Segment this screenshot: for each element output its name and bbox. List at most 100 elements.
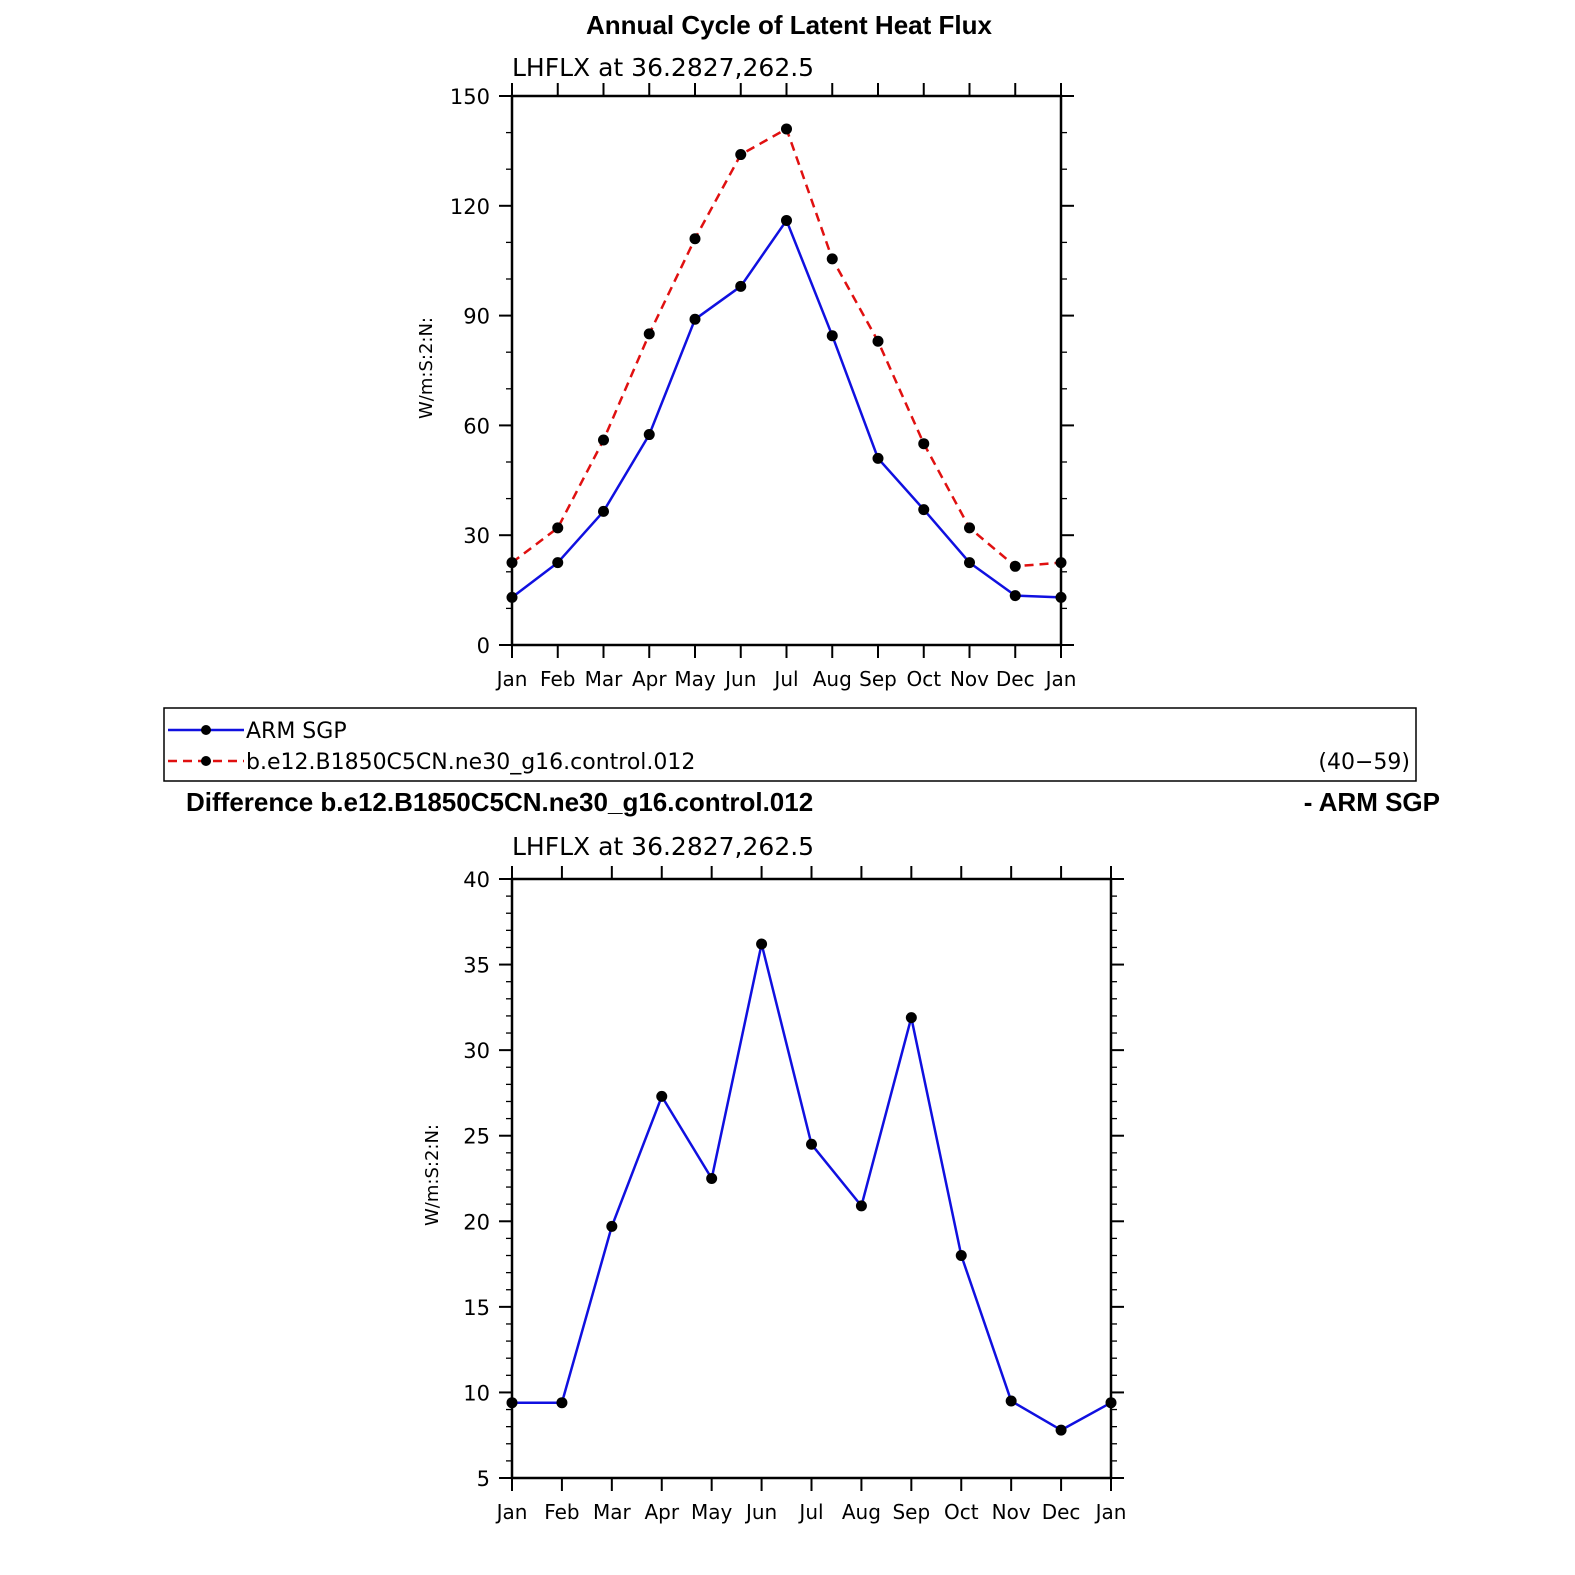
chart2-xtick-label: Sep [892, 1500, 930, 1524]
chart2-series-0-point [855, 1200, 867, 1212]
chart1-series-1-point [918, 438, 930, 450]
chart1-xtick-label: Feb [540, 667, 575, 691]
chart1-xtick-label: Mar [585, 667, 624, 691]
chart1-ytick-label: 30 [463, 524, 490, 548]
chart2-series-0-point [955, 1250, 967, 1262]
chart1-series-0-point [689, 313, 701, 325]
chart2-xtick-label: Jan [1094, 1500, 1127, 1524]
chart1-series-1-point [598, 434, 609, 446]
chart-top: LHFLX at 36.2827,262.5 W/m:S:2:N: 0 30 60 9… [416, 53, 1076, 691]
chart-top-plot-area: 0 30 60 90 120 150 Jan Feb Mar Apr May Jun Jul Aug Sep… [450, 83, 1077, 691]
chart2-series-0-point [905, 1012, 917, 1024]
legend: ARM SGP b.e12.B1850C5CN.ne30_g16.control… [163, 707, 1417, 782]
chart2-ytick-label: 25 [463, 1125, 490, 1149]
chart2-series-0-point [1005, 1395, 1017, 1407]
chart1-series-0-point [964, 557, 975, 569]
chart2-series-0-point [606, 1220, 618, 1232]
chart2-series-0-point [806, 1138, 817, 1150]
chart-top-subtitle: LHFLX at 36.2827,262.5 [512, 53, 814, 82]
chart2-series-0-point [1055, 1424, 1067, 1436]
chart2-ytick-label: 10 [463, 1381, 490, 1405]
chart2-series-0-point [756, 938, 768, 950]
chart1-ytick-label: 60 [463, 414, 490, 438]
legend-years: (40−59) [1318, 750, 1410, 775]
chart2-xtick-label: Nov [992, 1500, 1031, 1524]
chart1-series-0-point [781, 214, 792, 226]
difference-title-left: Difference b.e12.B1850C5CN.ne30_g16.cont… [186, 787, 813, 817]
chart-top-ylabel: W/m:S:2:N: [416, 317, 437, 419]
chart1-series-0-point [1009, 590, 1021, 602]
chart1-series-0-point [643, 429, 655, 441]
chart1-series-0-point [1055, 591, 1067, 603]
chart1-series-1-point [1055, 557, 1067, 569]
chart1-ytick-label: 90 [463, 305, 490, 329]
chart1-ytick-label: 0 [477, 634, 490, 658]
chart1-series-1-point [735, 149, 747, 161]
legend-label-arm-sgp: ARM SGP [246, 719, 347, 744]
chart1-series-1-line [511, 127, 1062, 568]
legend-marker-arm-sgp [201, 725, 211, 735]
chart-bottom-plot-area: 5 10 15 20 25 30 35 40 Jan Feb Mar Apr May Jun Jul Aug S… [463, 866, 1126, 1524]
chart1-series-0-point [826, 330, 838, 342]
chart1-xtick-label: Apr [632, 667, 667, 691]
chart1-series-0-point [735, 280, 747, 292]
chart1-xtick-label: Aug [813, 667, 852, 691]
chart1-xtick-label: May [674, 667, 716, 691]
chart2-ytick-label: 5 [477, 1467, 490, 1491]
chart2-series-0-point [556, 1397, 568, 1409]
chart1-xtick-label: Jun [723, 667, 756, 691]
chart1-series-0-line [511, 219, 1062, 599]
legend-label-model: b.e12.B1850C5CN.ne30_g16.control.012 [246, 750, 695, 775]
chart2-ytick-label: 15 [463, 1296, 490, 1320]
chart1-series-1-point [552, 522, 564, 534]
chart2-xtick-label: Oct [944, 1500, 979, 1524]
legend-marker-model [201, 756, 211, 766]
chart1-ytick-label: 120 [450, 195, 490, 219]
figure-title: Annual Cycle of Latent Heat Flux [586, 10, 992, 40]
chart2-xtick-label: Apr [644, 1500, 679, 1524]
chart1-series-1-point [964, 522, 975, 534]
chart2-xtick-label: Jun [744, 1500, 777, 1524]
chart1-series-0-point [872, 452, 884, 464]
legend-box [163, 707, 1417, 782]
chart-bottom-ylabel: W/m:S:2:N: [422, 1124, 443, 1226]
chart1-series-0-point [598, 505, 609, 517]
chart1-series-1-point [689, 233, 701, 245]
chart2-xtick-label: Aug [842, 1500, 881, 1524]
chart1-xtick-label: Oct [906, 667, 941, 691]
difference-title-right: - ARM SGP [1304, 787, 1440, 817]
chart1-xtick-label: Jan [495, 667, 528, 691]
chart1-series-1-point [872, 335, 884, 347]
chart1-series-1-point [643, 328, 655, 340]
chart2-series-0-point [1105, 1397, 1117, 1409]
chart1-xtick-label: Dec [996, 667, 1035, 691]
chart1-series-0-point [918, 504, 930, 516]
chart2-frame [510, 877, 1113, 1480]
chart-bottom: LHFLX at 36.2827,262.5 W/m:S:2:N: 5 10 15 2… [422, 832, 1126, 1524]
chart2-xtick-label: Mar [593, 1500, 632, 1524]
chart2-series-0-point [706, 1173, 718, 1184]
chart1-series-1-point [506, 557, 518, 569]
chart2-series-0-point [506, 1397, 518, 1409]
chart1-series-0-point [552, 557, 564, 569]
chart2-xtick-label: Jul [797, 1500, 823, 1524]
chart1-xtick-label: Sep [859, 667, 897, 691]
chart2-ytick-label: 40 [463, 868, 490, 892]
chart1-series-1-point [826, 253, 838, 265]
chart2-xtick-label: Jan [495, 1500, 528, 1524]
chart1-frame [510, 94, 1063, 647]
chart1-series-0-point [506, 591, 518, 603]
chart2-series-0-point [656, 1090, 668, 1102]
chart2-xtick-label: Feb [544, 1500, 579, 1524]
chart2-ytick-label: 20 [463, 1210, 490, 1234]
chart-bottom-subtitle: LHFLX at 36.2827,262.5 [512, 832, 814, 861]
chart2-ytick-label: 30 [463, 1039, 490, 1063]
chart2-xtick-label: May [691, 1500, 733, 1524]
chart1-xtick-label: Nov [950, 667, 989, 691]
chart2-series-0-line [512, 942, 1112, 1432]
chart1-xtick-label: Jan [1044, 667, 1077, 691]
chart1-series-1-point [781, 123, 792, 135]
chart1-ytick-label: 150 [450, 85, 490, 109]
chart1-series-1-point [1009, 560, 1021, 572]
